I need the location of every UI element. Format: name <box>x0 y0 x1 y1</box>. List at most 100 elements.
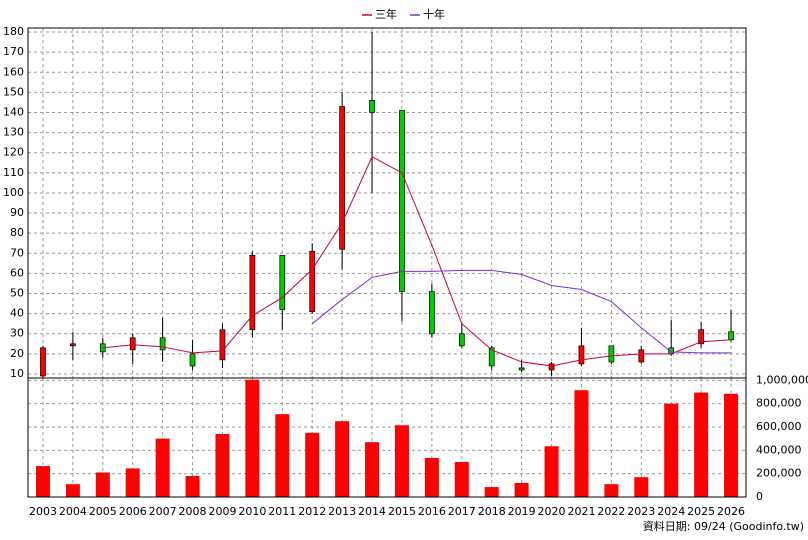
bar <box>634 477 649 497</box>
y-tick-label: 110 <box>3 166 24 179</box>
y2-tick-label: 200,000 <box>756 467 802 480</box>
x-tick-label: 2006 <box>119 505 147 518</box>
line-series <box>311 269 732 354</box>
candle-body <box>728 331 734 341</box>
candle-body <box>458 333 465 347</box>
bar <box>335 421 350 497</box>
x-tick-label: 2019 <box>508 505 536 518</box>
y-tick-label: 80 <box>10 226 24 239</box>
candle-body <box>159 337 166 351</box>
y2-tick-label: 0 <box>756 490 763 503</box>
x-tick-label: 2010 <box>238 505 266 518</box>
candle-body <box>339 106 345 250</box>
bar <box>275 414 290 497</box>
y-tick-label: 180 <box>3 25 24 38</box>
y-tick-label: 130 <box>3 126 24 139</box>
candle-body <box>249 254 256 331</box>
x-tick-label: 2017 <box>448 505 476 518</box>
bar <box>724 393 739 497</box>
x-tick-label: 2021 <box>567 505 595 518</box>
bar <box>245 379 260 497</box>
x-tick-label: 2005 <box>89 505 117 518</box>
y-tick-label: 160 <box>3 65 24 78</box>
x-tick-label: 2015 <box>388 505 416 518</box>
candle-body <box>219 329 226 361</box>
candle-body <box>608 345 615 363</box>
candle-body <box>129 337 136 351</box>
x-tick-label: 2011 <box>268 505 296 518</box>
x-tick-label: 2013 <box>328 505 356 518</box>
y-tick-label: 100 <box>3 186 24 199</box>
candle-body <box>698 329 704 345</box>
candle-body <box>518 367 525 371</box>
x-tick-label: 2018 <box>478 505 506 518</box>
candle-body <box>578 345 585 365</box>
candle-body <box>189 353 196 367</box>
y-tick-label: 70 <box>10 246 24 259</box>
line-series <box>102 156 732 367</box>
y2-tick-label: 800,000 <box>756 397 802 410</box>
x-tick-label: 2009 <box>208 505 236 518</box>
y2-tick-label: 1,000,000 <box>756 373 808 386</box>
y-tick-label: 120 <box>3 146 24 159</box>
y-tick-label: 140 <box>3 105 24 118</box>
bar <box>95 472 110 497</box>
bar <box>155 438 170 497</box>
x-tick-label: 2012 <box>298 505 326 518</box>
x-tick-label: 2022 <box>597 505 625 518</box>
legend-label: 十年 <box>423 7 445 21</box>
bar <box>305 432 320 497</box>
x-tick-label: 2007 <box>149 505 177 518</box>
bar <box>215 434 230 497</box>
y-tick-label: 30 <box>10 327 24 340</box>
candle-body <box>429 291 435 335</box>
y-tick-label: 40 <box>10 307 24 320</box>
bar <box>125 468 140 497</box>
y-tick-label: 150 <box>3 85 24 98</box>
y2-tick-label: 400,000 <box>756 443 802 456</box>
x-tick-label: 2024 <box>657 505 685 518</box>
x-tick-label: 2008 <box>179 505 207 518</box>
y2-tick-label: 600,000 <box>756 420 802 433</box>
x-tick-label: 2016 <box>418 505 446 518</box>
bar <box>544 446 559 497</box>
y-tick-label: 90 <box>10 206 24 219</box>
bar <box>664 403 679 497</box>
x-tick-label: 2025 <box>687 505 715 518</box>
x-tick-label: 2014 <box>358 505 386 518</box>
x-tick-label: 2020 <box>538 505 566 518</box>
plot-background <box>28 28 746 497</box>
bar <box>35 466 50 497</box>
candle-body <box>70 343 76 347</box>
footnote: 資料日期: 09/24 (Goodinfo.tw) <box>643 519 804 533</box>
legend-label: 三年 <box>375 7 397 21</box>
bar <box>394 425 409 497</box>
bar <box>604 484 619 497</box>
candle-body <box>40 347 46 377</box>
candle-body <box>638 349 645 363</box>
y-tick-label: 10 <box>10 367 24 380</box>
bar <box>185 476 200 497</box>
y-tick-label: 50 <box>10 287 24 300</box>
bar <box>694 392 709 497</box>
candle-body <box>309 250 316 312</box>
x-tick-label: 2026 <box>717 505 745 518</box>
y-tick-label: 20 <box>10 347 24 360</box>
x-tick-label: 2023 <box>627 505 655 518</box>
bar <box>424 457 439 497</box>
bar <box>65 484 80 497</box>
bar <box>574 390 589 497</box>
y-tick-label: 170 <box>3 45 24 58</box>
plot-frame <box>27 27 747 498</box>
bar <box>484 487 499 497</box>
candle-body <box>488 347 495 367</box>
candle-body <box>279 254 286 310</box>
bar <box>454 462 469 497</box>
candle-body <box>548 363 555 371</box>
y-tick-label: 60 <box>10 266 24 279</box>
bar <box>365 442 380 497</box>
bar <box>514 483 529 497</box>
x-tick-label: 2003 <box>29 505 57 518</box>
x-tick-label: 2004 <box>59 505 87 518</box>
